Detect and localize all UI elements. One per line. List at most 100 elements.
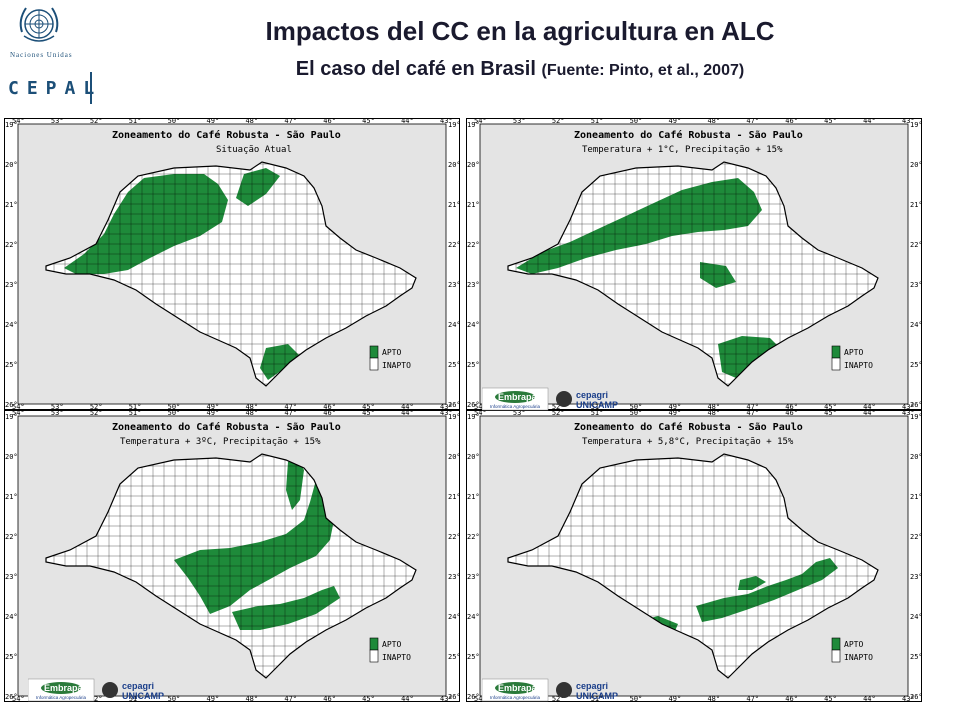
unicamp-label: UNICAMP <box>576 400 618 410</box>
lat-tick-left: 24° <box>467 321 480 329</box>
lat-tick-left: 20° <box>467 453 480 461</box>
lon-tick-bottom: 45° <box>824 695 837 702</box>
embrapa-label: Embrapa <box>498 683 538 693</box>
lon-tick-bottom: 46° <box>785 403 798 410</box>
lon-tick-top: 43° <box>440 410 453 417</box>
lon-tick-top: 50° <box>630 410 643 417</box>
lon-tick-top: 44° <box>863 118 876 125</box>
cepal-logo: Naciones Unidas CEPAL <box>4 2 104 104</box>
lat-tick-left: 20° <box>5 453 18 461</box>
lon-tick-top: 46° <box>323 118 336 125</box>
institution-logos-3: Embrapa Informática Agropecuária cepagri UN… <box>481 678 632 702</box>
state-map: 54°54°53°53°52°52°51°51°50°50°49°49°48°4… <box>466 118 922 410</box>
lat-tick-left: 21° <box>467 201 480 209</box>
state-map: 54°54°53°53°52°52°51°51°50°50°49°49°48°4… <box>466 410 922 702</box>
lat-tick-right: 23° <box>448 281 460 289</box>
legend-apto-swatch <box>369 637 379 651</box>
lon-tick-bottom: 45° <box>362 695 375 702</box>
lon-tick-bottom: 48° <box>245 403 258 410</box>
lon-tick-bottom: 52° <box>90 695 103 702</box>
lon-tick-bottom: 50° <box>168 403 181 410</box>
lon-tick-bottom: 50° <box>168 695 181 702</box>
lat-tick-right: 24° <box>448 613 460 621</box>
apto-zone <box>260 344 300 380</box>
institution-logos-svg: Embrapa Informática Agropecuária cepagriUN… <box>481 678 618 702</box>
cepagri-label: cepagri <box>576 390 608 400</box>
lat-tick-left: 20° <box>5 161 18 169</box>
lat-tick-left: 23° <box>467 281 480 289</box>
lat-tick-left: 20° <box>467 161 480 169</box>
lon-tick-bottom: 46° <box>785 695 798 702</box>
map-title: Zoneamento do Café Robusta - São Paulo <box>112 421 341 433</box>
apto-zone <box>516 178 762 274</box>
lon-tick-top: 51° <box>129 410 142 417</box>
lat-tick-right: 19° <box>448 121 460 129</box>
lon-tick-top: 54° <box>12 118 25 125</box>
lon-tick-top: 43° <box>902 118 915 125</box>
legend-inapto-swatch <box>369 357 379 371</box>
lon-tick-bottom: 52° <box>552 403 565 410</box>
lon-tick-top: 49° <box>669 410 682 417</box>
lon-tick-bottom: 54° <box>474 403 487 410</box>
embrapa-sub-label: Informática Agropecuária <box>36 695 87 700</box>
lon-tick-bottom: 48° <box>707 403 720 410</box>
lon-tick-top: 51° <box>591 410 604 417</box>
apto-zone <box>700 262 736 288</box>
lat-tick-left: 24° <box>5 321 18 329</box>
lon-tick-top: 52° <box>552 410 565 417</box>
lat-tick-left: 21° <box>5 201 18 209</box>
lat-tick-right: 19° <box>910 413 922 421</box>
lon-tick-bottom: 50° <box>630 695 643 702</box>
state-outline <box>507 161 879 387</box>
lon-tick-top: 48° <box>707 118 720 125</box>
page-title: Impactos del CC en la agricultura en ALC <box>265 16 775 46</box>
cepagri-label: cepagri <box>122 681 154 691</box>
institution-logos-svg: Embrapa Informática Agropecuária cepagriUN… <box>481 387 618 411</box>
state-map: 54°54°53°53°52°52°51°51°50°50°49°49°48°4… <box>4 410 460 702</box>
lat-tick-right: 21° <box>448 201 460 209</box>
subtitle-text: El caso del café en Brasil <box>295 58 536 80</box>
lat-tick-right: 23° <box>910 281 922 289</box>
state-outline <box>45 161 417 387</box>
lat-tick-right: 23° <box>448 573 460 581</box>
map-panel-plus1c: 54°54°53°53°52°52°51°51°50°50°49°49°48°4… <box>466 118 922 410</box>
cepagri-emblem-icon <box>556 391 572 407</box>
lon-tick-top: 48° <box>245 118 258 125</box>
un-org-name: Naciones Unidas <box>10 51 73 59</box>
lat-tick-right: 26° <box>448 401 460 409</box>
lon-tick-bottom: 44° <box>401 403 414 410</box>
lat-tick-right: 26° <box>448 693 460 701</box>
lon-tick-top: 53° <box>513 118 526 125</box>
cepal-acronym: CEPAL <box>8 78 103 99</box>
lat-tick-right: 24° <box>910 613 922 621</box>
lon-tick-top: 47° <box>746 410 759 417</box>
lon-tick-bottom: 46° <box>323 695 336 702</box>
lon-tick-bottom: 52° <box>552 695 565 702</box>
embrapa-sub-label: Informática Agropecuária <box>490 695 541 700</box>
lon-tick-top: 46° <box>785 410 798 417</box>
state-outline <box>45 453 417 679</box>
lon-tick-top: 45° <box>362 410 375 417</box>
lat-tick-right: 21° <box>910 493 922 501</box>
lon-tick-top: 46° <box>323 410 336 417</box>
lat-tick-right: 22° <box>448 533 460 541</box>
lon-tick-bottom: 45° <box>362 403 375 410</box>
lat-tick-left: 22° <box>5 241 18 249</box>
lon-tick-top: 48° <box>707 410 720 417</box>
embrapa-sub-label: Informática Agropecuária <box>490 404 541 409</box>
lat-tick-left: 22° <box>467 241 480 249</box>
cepagri-label: cepagri <box>576 681 608 691</box>
legend-apto-label: APTO <box>382 348 401 357</box>
lat-tick-left: 23° <box>5 281 18 289</box>
lat-tick-left: 24° <box>467 613 480 621</box>
cepagri-emblem-icon <box>556 682 572 698</box>
lon-tick-top: 49° <box>669 118 682 125</box>
lat-tick-right: 25° <box>910 653 922 661</box>
map-panel-plus58c: 54°54°53°53°52°52°51°51°50°50°49°49°48°4… <box>466 410 922 702</box>
legend-apto-label: APTO <box>844 348 863 357</box>
apto-zone <box>174 470 334 614</box>
lat-tick-right: 24° <box>910 321 922 329</box>
lon-tick-top: 44° <box>401 118 414 125</box>
lat-tick-right: 19° <box>910 121 922 129</box>
lat-tick-left: 19° <box>5 413 18 421</box>
